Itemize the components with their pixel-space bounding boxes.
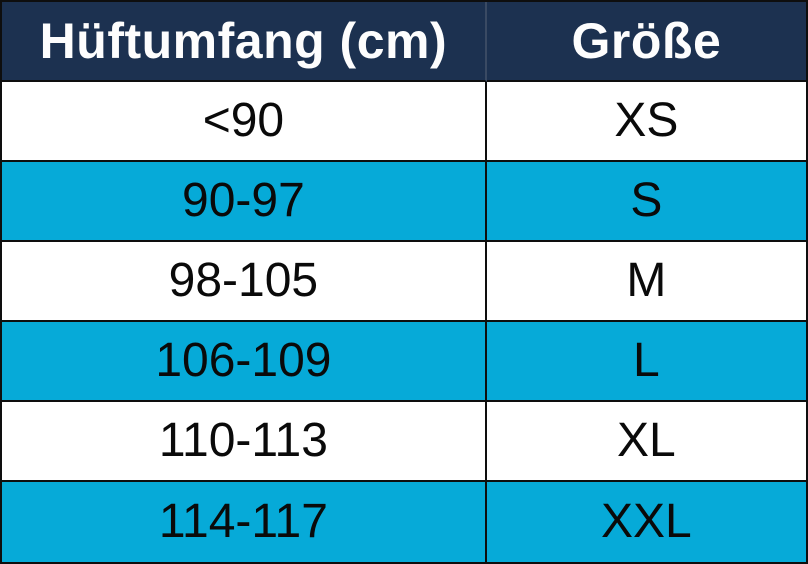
table-cell-size-l: L xyxy=(486,322,806,402)
table-cell-size-xxl: XXL xyxy=(486,482,806,562)
table-cell-size-xs: XS xyxy=(486,82,806,162)
table-cell-size-m: M xyxy=(486,242,806,322)
table-cell-range-xs: <90 xyxy=(2,82,487,162)
table-cell-range-xl: 110-113 xyxy=(2,402,487,482)
table-cell-range-xxl: 114-117 xyxy=(2,482,487,562)
header-cell-hip-circumference: Hüftumfang (cm) xyxy=(2,2,487,82)
table-cell-size-xl: XL xyxy=(486,402,806,482)
header-cell-size: Größe xyxy=(486,2,806,82)
table-cell-range-l: 106-109 xyxy=(2,322,487,402)
table-cell-range-m: 98-105 xyxy=(2,242,487,322)
table-cell-range-s: 90-97 xyxy=(2,162,487,242)
table-cell-size-s: S xyxy=(486,162,806,242)
